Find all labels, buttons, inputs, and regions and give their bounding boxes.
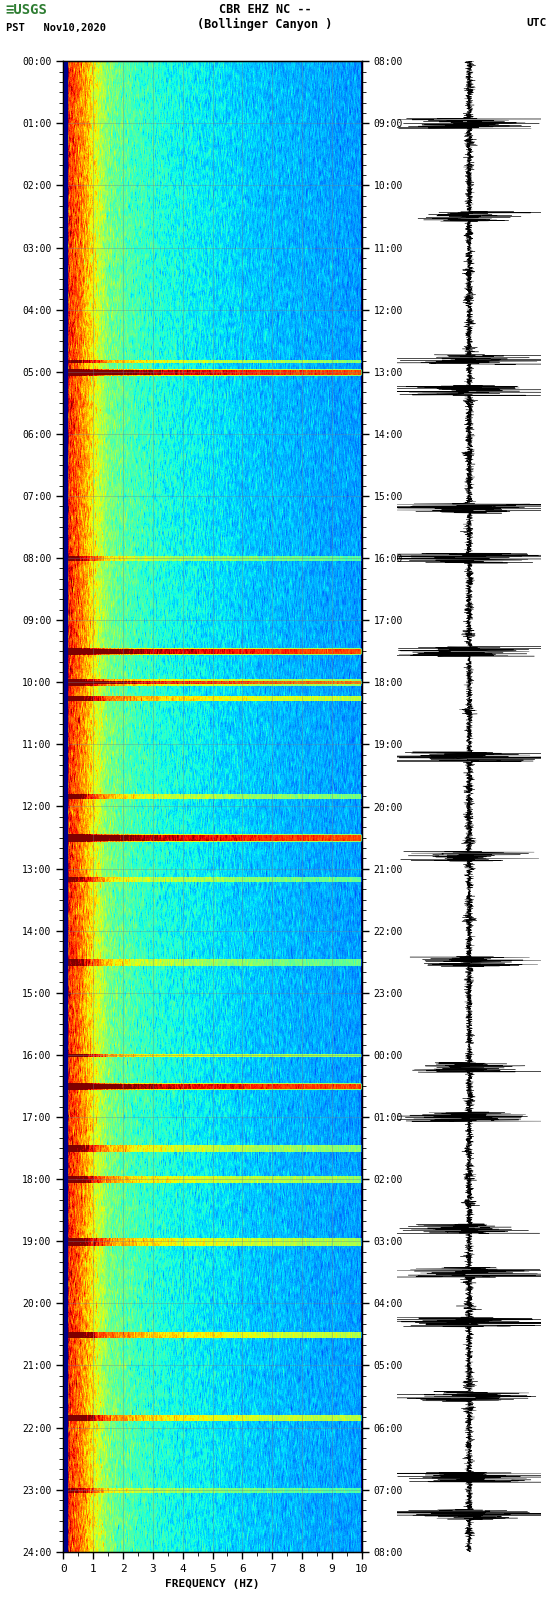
Text: CBR EHZ NC --: CBR EHZ NC -- [219, 3, 311, 16]
X-axis label: FREQUENCY (HZ): FREQUENCY (HZ) [165, 1579, 260, 1589]
Text: PST   Nov10,2020: PST Nov10,2020 [6, 23, 105, 32]
Bar [63, 61, 67, 1552]
Text: (Bollinger Canyon ): (Bollinger Canyon ) [197, 18, 333, 31]
Text: UTC: UTC [526, 18, 546, 27]
Text: ≡USGS: ≡USGS [6, 3, 47, 18]
